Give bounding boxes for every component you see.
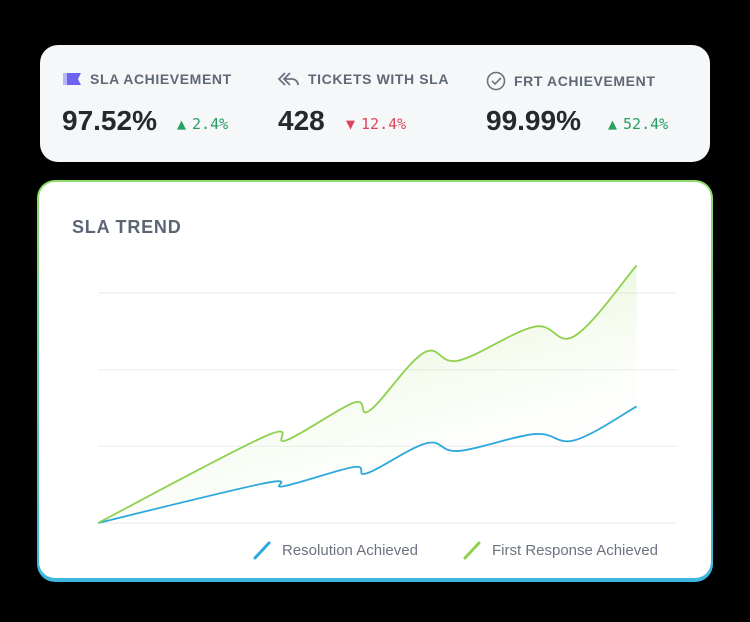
stat-value: 428 [278,105,325,136]
stat-change: 52.4% [623,115,669,133]
stat-value: 97.52% [62,105,157,136]
legend-label: Resolution Achieved [282,541,418,559]
legend-label: First Response Achieved [492,541,658,559]
reply-all-icon [278,72,299,86]
stat-change: 2.4% [192,115,229,133]
arrow-up-icon: ▲ [608,115,618,133]
series-line-resolution [97,405,638,524]
arrow-down-icon: ▼ [346,115,356,133]
stats-card: SLA ACHIEVEMENT 97.52% ▲ 2.4% TICKETS WIT… [40,45,710,162]
chart-title: SLA TREND [72,217,182,237]
stat-change: 12.4% [361,115,407,133]
legend-resolution: Resolution Achieved [252,540,418,560]
legend-swatch-resolution [253,541,271,560]
stat-label: FRT ACHIEVEMENT [514,73,656,89]
check-circle-icon [486,71,506,91]
area-fill [98,265,637,523]
legend-swatch-first-response [463,541,481,560]
stat-value: 99.99% [486,105,581,136]
arrow-up-icon: ▲ [177,115,187,133]
series-line-first-response [97,264,638,524]
stat-label: TICKETS WITH SLA [308,71,450,87]
ticket-icon [63,73,81,85]
stat-label: SLA ACHIEVEMENT [90,71,232,87]
legend-first-response: First Response Achieved [462,540,658,560]
